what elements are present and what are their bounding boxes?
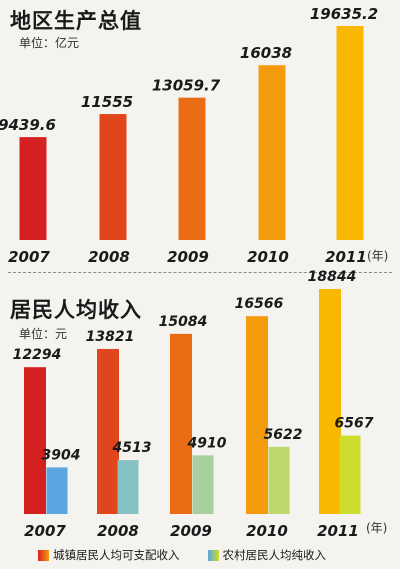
income-year-label-2008: 2008 [97,522,139,540]
legend-item-rural: 农村居民人均纯收入 [207,547,327,563]
rural-income-bar-2011 [339,435,361,514]
gdp-value-label-2008: 11555 [81,93,133,111]
rural-income-label-2007: 3904 [42,447,81,463]
urban-income-bar-2011 [319,289,341,514]
urban-income-bar-2007 [24,367,46,514]
rural-income-label-2010: 5622 [264,427,303,443]
rural-income-label-2008: 4513 [112,440,152,456]
legend-swatch-rural [207,549,219,561]
legend-label-urban: 城镇居民人均可支配收入 [53,548,180,562]
legend-item-urban: 城镇居民人均可支配收入 [38,547,180,563]
gdp-year-label-2011: 2011 [325,248,367,266]
gdp-value-label-2007: 9439.6 [0,116,56,134]
urban-income-bar-2009 [170,333,192,514]
gdp-chart-title: 地区生产总值 [10,9,142,33]
rural-income-bar-2007 [46,467,68,514]
gdp-value-label-2011: 19635.2 [310,5,378,23]
gdp-unit-label: 单位：亿元 [19,36,80,50]
rural-income-bar-2008 [117,460,139,514]
urban-income-label-2011: 18844 [308,269,357,285]
rural-income-bar-2010 [268,446,290,514]
urban-income-label-2009: 15084 [159,314,208,330]
income-year-label-2009: 2009 [170,522,212,540]
gdp-value-label-2010: 16038 [240,44,292,62]
income-year-label-2010: 2010 [246,522,288,540]
legend-swatch-urban [38,549,49,561]
income-legend: 城镇居民人均可支配收入 农村居民人均纯收入 [38,547,354,563]
urban-income-label-2008: 13821 [86,329,135,345]
income-year-label-2007: 2007 [24,522,66,540]
rural-income-label-2009: 4910 [187,435,227,451]
income-year-unit: (年) [366,521,387,535]
gdp-bar-2007 [19,137,47,240]
urban-income-label-2010: 16566 [235,296,284,312]
rural-income-bar-2009 [192,455,214,514]
urban-income-bar-2008 [97,348,119,514]
gdp-bar-2010 [258,65,286,240]
gdp-bar-2011 [336,26,364,240]
income-year-label-2011: 2011 [317,522,359,540]
gdp-year-label-2008: 2008 [88,248,130,266]
gdp-chart-panel: 地区生产总值 单位：亿元 9439.6 2007 11555 2008 13059.7 2… [0,0,400,274]
income-bar-chart: 12294 13821 15084 16566 18844 3904 4513 4910 562… [13,269,388,540]
gdp-year-label-2010: 2010 [247,248,289,266]
rural-income-label-2011: 6567 [335,416,374,432]
gdp-bar-2008 [99,114,127,240]
urban-income-bar-2010 [246,316,268,514]
section-divider [8,272,392,273]
legend-label-rural: 农村居民人均纯收入 [222,548,327,562]
gdp-bar-2009 [178,97,206,241]
income-chart-panel: 居民人均收入 单位：元 12294 13821 15084 16566 18844 390… [0,269,400,569]
gdp-year-unit: (年) [367,249,388,263]
gdp-year-label-2009: 2009 [167,248,209,266]
urban-income-label-2007: 12294 [13,347,62,363]
income-unit-label: 单位：元 [19,327,68,341]
income-chart-title: 居民人均收入 [10,298,142,322]
gdp-value-label-2009: 13059.7 [152,77,221,95]
gdp-bar-chart: 9439.6 2007 11555 2008 13059.7 2009 16038 2010 1… [0,5,388,266]
gdp-year-label-2007: 2007 [8,248,50,266]
